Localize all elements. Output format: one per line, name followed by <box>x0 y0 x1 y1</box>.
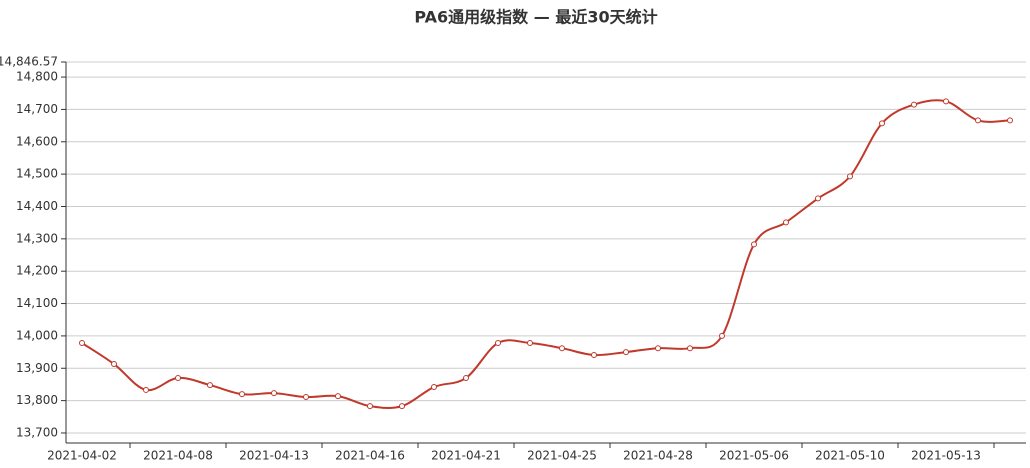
y-tick-label: 14,400 <box>16 199 58 213</box>
y-tick-label: 14,000 <box>16 328 58 342</box>
y-tick-label: 13,800 <box>16 393 58 407</box>
y-tick-label: 14,100 <box>16 296 58 310</box>
point <box>847 173 853 180</box>
x-tick-label: 2021-04-28 <box>623 449 693 463</box>
x-tick-label: 2021-04-02 <box>47 449 117 463</box>
x-tick-label: 2021-05-10 <box>815 449 885 463</box>
y-tick-label: 14,800 <box>16 70 58 84</box>
y-tick-label: 14,300 <box>16 231 58 245</box>
y-tick-label: 14,846.57 <box>0 55 58 69</box>
point <box>431 384 437 391</box>
point <box>783 219 789 226</box>
point <box>879 120 885 127</box>
x-tick-label: 2021-04-21 <box>431 449 501 463</box>
point <box>623 349 629 356</box>
point <box>239 391 245 398</box>
point <box>399 403 405 410</box>
point <box>591 351 597 358</box>
point <box>367 403 373 410</box>
point <box>911 101 917 108</box>
x-tick-label: 2021-04-16 <box>335 449 405 463</box>
point <box>79 340 85 347</box>
point <box>751 241 757 248</box>
x-tick-label: 2021-04-25 <box>527 449 597 463</box>
point <box>111 361 117 368</box>
point <box>207 382 213 389</box>
point <box>335 393 341 400</box>
y-tick-label: 14,500 <box>16 167 58 181</box>
y-tick-label: 13,900 <box>16 361 58 375</box>
y-tick-label: 14,200 <box>16 264 58 278</box>
point <box>463 374 469 381</box>
y-tick-label: 13,700 <box>16 425 58 439</box>
point <box>527 340 533 347</box>
point <box>271 390 277 397</box>
point <box>143 386 149 393</box>
point <box>303 394 309 401</box>
line <box>81 99 1011 409</box>
x-tick-label: 2021-05-06 <box>719 449 789 463</box>
chart-title: PA6通用级指数 — 最近30天统计 <box>414 8 657 27</box>
y-tick-label: 14,700 <box>16 102 58 116</box>
point <box>719 332 725 339</box>
point <box>495 340 501 347</box>
point <box>687 345 693 352</box>
x-tick-label: 2021-05-13 <box>911 449 981 463</box>
x-tick-label: 2021-04-08 <box>143 449 213 463</box>
point <box>655 345 661 352</box>
point <box>1007 117 1013 124</box>
point <box>943 98 949 105</box>
point <box>815 195 821 202</box>
x-tick-label: 2021-04-13 <box>239 449 309 463</box>
point <box>975 117 981 124</box>
point <box>559 345 565 352</box>
y-tick-label: 14,600 <box>16 134 58 148</box>
point <box>175 374 181 381</box>
